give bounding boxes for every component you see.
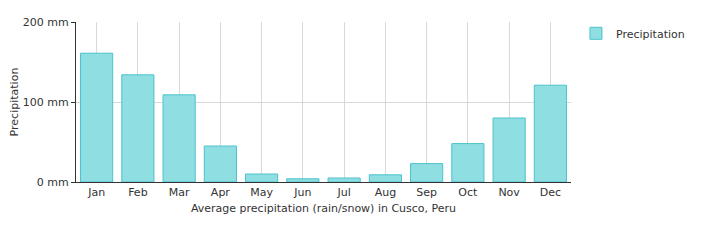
svg-text:100 mm: 100 mm — [23, 96, 69, 109]
svg-text:Precipitation: Precipitation — [8, 68, 21, 137]
svg-text:May: May — [250, 186, 273, 199]
svg-text:Aug: Aug — [375, 186, 396, 199]
svg-text:Feb: Feb — [128, 186, 147, 199]
svg-text:Precipitation: Precipitation — [616, 28, 685, 41]
svg-text:Oct: Oct — [458, 186, 478, 199]
svg-text:Nov: Nov — [498, 186, 520, 199]
svg-text:200 mm: 200 mm — [23, 16, 69, 29]
svg-text:0 mm: 0 mm — [37, 176, 69, 189]
svg-text:Average precipitation (rain/sn: Average precipitation (rain/snow) in Cus… — [191, 202, 456, 215]
svg-text:Sep: Sep — [416, 186, 437, 199]
svg-text:Apr: Apr — [211, 186, 231, 199]
svg-text:Jul: Jul — [336, 186, 350, 199]
svg-text:Jun: Jun — [293, 186, 311, 199]
svg-text:Jan: Jan — [87, 186, 105, 199]
svg-text:Mar: Mar — [169, 186, 190, 199]
svg-text:Dec: Dec — [540, 186, 561, 199]
